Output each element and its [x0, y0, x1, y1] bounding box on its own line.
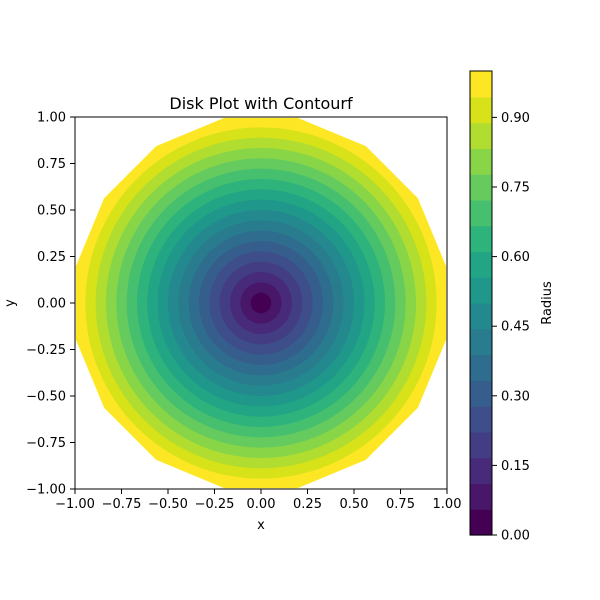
- y-tick-label: −0.75: [26, 436, 66, 451]
- y-tick-label: 1.00: [37, 111, 66, 126]
- colorbar-segment: [470, 174, 492, 201]
- y-tick-label: 0.75: [37, 157, 66, 172]
- x-tick-label: −0.75: [102, 497, 142, 512]
- colorbar-tick-label: 0.00: [501, 529, 530, 544]
- colorbar-tick-label: 0.15: [501, 459, 530, 474]
- colorbar-label: Radius: [540, 281, 555, 325]
- colorbar-tick-label: 0.30: [501, 389, 530, 404]
- x-tick-label: 0.25: [293, 497, 322, 512]
- y-axis: 1.00 0.75 0.50 0.25 0.00 −0.25 −0.50 −0.75 −1.00: [26, 111, 75, 498]
- y-axis-label: y: [3, 299, 18, 307]
- colorbar-segment: [470, 225, 492, 253]
- x-axis-label: x: [257, 518, 265, 533]
- colorbar-segment: [470, 122, 492, 149]
- y-tick-label: 0.25: [37, 250, 66, 265]
- colorbar-segment: [470, 251, 492, 278]
- x-tick-label: 0.50: [340, 497, 369, 512]
- x-axis: −1.00 −0.75 −0.50 −0.25 0.00 0.25 0.50 0.75 1.00: [55, 489, 461, 512]
- x-tick-label: −0.25: [195, 497, 235, 512]
- x-tick-label: 1.00: [433, 497, 462, 512]
- colorbar-segment: [470, 431, 492, 459]
- x-tick-label: 0.75: [386, 497, 415, 512]
- colorbar-segment: [470, 457, 492, 485]
- x-tick-label: −1.00: [55, 497, 95, 512]
- colorbar-segment: [470, 509, 492, 536]
- y-tick-label: −1.00: [26, 483, 66, 498]
- y-tick-label: 0.50: [37, 204, 66, 219]
- x-tick-label: 0.00: [247, 497, 276, 512]
- colorbar-segment: [470, 148, 492, 175]
- colorbar-tick-label: 0.60: [501, 250, 530, 265]
- colorbar-tick-label: 0.90: [501, 111, 530, 126]
- colorbar-segment: [470, 354, 492, 381]
- colorbar-segment: [470, 303, 492, 330]
- contour-fills: [75, 117, 447, 489]
- y-tick-label: −0.25: [26, 343, 66, 358]
- colorbar: 0.00 0.15 0.30 0.45 0.60 0.75 0.90: [469, 70, 530, 544]
- colorbar-segment: [470, 199, 492, 227]
- colorbar-segment: [470, 380, 492, 407]
- contour-band: [250, 292, 272, 314]
- colorbar-segment: [470, 277, 492, 304]
- colorbar-frame: [469, 70, 493, 536]
- colorbar-segment: [470, 96, 492, 124]
- chart-title: Disk Plot with Contourf: [169, 94, 353, 113]
- colorbar-tick-label: 0.45: [501, 320, 530, 335]
- y-tick-label: 0.00: [37, 297, 66, 312]
- colorbar-tick-label: 0.75: [501, 181, 530, 196]
- colorbar-segment: [470, 71, 492, 98]
- colorbar-segment: [470, 483, 492, 510]
- colorbar-segment: [470, 406, 492, 433]
- colorbar-segment: [470, 328, 492, 356]
- x-tick-label: −0.50: [148, 497, 188, 512]
- y-tick-label: −0.50: [26, 390, 66, 405]
